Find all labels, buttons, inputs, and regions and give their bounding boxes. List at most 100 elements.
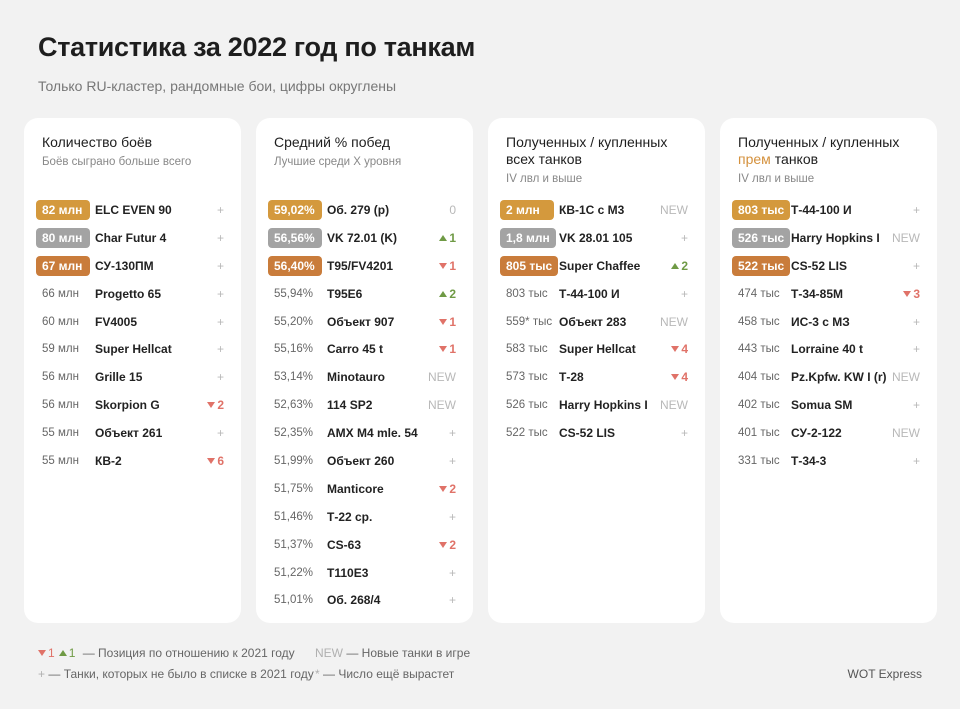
row: 51,46% Т-22 ср. + (256, 503, 473, 531)
row: 474 тыс Т-34-85М 3 (720, 280, 937, 308)
row: 66 млн Progetto 65 + (24, 280, 241, 308)
change: + (216, 230, 224, 245)
change: 1 (439, 312, 456, 332)
row: 59,02% Об. 279 (р) 0 (256, 196, 473, 224)
row: 402 тыс Somua SM + (720, 391, 937, 419)
card-header: Полученных / купленных прем танков IV лвл и… (720, 118, 937, 196)
change: + (912, 454, 920, 469)
tank-name: Т-28 (559, 370, 584, 385)
change: + (216, 314, 224, 329)
change: + (448, 509, 456, 524)
value-badge: 67 млн (36, 255, 90, 276)
tank-name: CS-52 LIS (559, 426, 616, 441)
row: 583 тыс Super Hellcat 4 (488, 335, 705, 363)
value-badge: 82 млн (36, 200, 90, 220)
arrow-down (207, 402, 216, 409)
tank-name: Т-34-85М (791, 286, 844, 301)
change: + (680, 426, 688, 441)
tank-name: Об. 279 (р) (327, 203, 390, 217)
tank-name: Minotauro (327, 370, 385, 385)
tank-name: AMX M4 mle. 54 (327, 426, 418, 441)
arrow-down (671, 346, 680, 353)
tank-name: КВ-1С с М3 (559, 203, 625, 217)
tank-name: CS-52 LIS (791, 258, 848, 273)
value: 53,14% (274, 371, 314, 384)
row: 51,01% Об. 268/4 + (256, 586, 473, 614)
legend-marker-number: 1 (48, 646, 55, 660)
value: 55,20% (274, 315, 314, 328)
change: NEW (892, 426, 920, 441)
value: 51,75% (274, 482, 314, 495)
change: + (912, 258, 920, 273)
change: + (912, 314, 920, 329)
value: 401 тыс (738, 427, 780, 440)
change: + (912, 342, 920, 357)
arrow-down (439, 541, 448, 548)
change-number: 1 (449, 258, 456, 273)
row: 56,56% VK 72.01 (K) 1 (256, 224, 473, 252)
row: 404 тыс Pz.Kpfw. KW I (r) NEW (720, 363, 937, 391)
card-title-part: танков (774, 151, 819, 167)
change: NEW (660, 314, 688, 329)
tank-name: CS-63 (327, 537, 362, 552)
card-title: Полученных / купленных (506, 134, 705, 151)
change-number: 4 (681, 342, 688, 357)
arrow-down (38, 650, 46, 656)
row: 331 тыс Т-34-3 + (720, 447, 937, 475)
legend-plus: + — Танки, которых не было в списке в 20… (38, 667, 314, 681)
change: 2 (439, 284, 456, 304)
tank-name: Pz.Kpfw. KW I (r) (791, 370, 887, 385)
tank-name: Lorraine 40 t (791, 342, 864, 357)
row: 53,14% Minotauro NEW (256, 363, 473, 391)
change: 2 (439, 479, 456, 499)
row: 82 млн ELC EVEN 90 + (24, 196, 241, 224)
row: 56 млн Skorpion G 2 (24, 391, 241, 419)
change-number: 1 (449, 314, 456, 329)
row: 55,16% Carro 45 t 1 (256, 335, 473, 363)
card: Полученных / купленных всех танков IV лвл … (488, 118, 705, 623)
value: 52,35% (274, 427, 314, 440)
row: 458 тыс ИС-3 с МЗ + (720, 308, 937, 336)
subtitle: Только RU-кластер, рандомные бои, цифры … (38, 78, 397, 94)
row: 51,99% Объект 260 + (256, 447, 473, 475)
card-header: Полученных / купленных всех танков IV лвл … (488, 118, 705, 196)
legend-text: — Новые танки в игре (346, 646, 471, 660)
arrow-down (439, 346, 448, 353)
row: 51,22% T110E3 + (256, 559, 473, 587)
tank-name: Manticore (327, 481, 384, 496)
row: 55,94% T95E6 2 (256, 280, 473, 308)
legend-marker: NEW (315, 646, 343, 660)
change-number: 2 (449, 481, 456, 496)
card-title: прем танков (738, 151, 937, 168)
row: 80 млн Char Futur 4 + (24, 224, 241, 252)
row: 51,37% CS-63 2 (256, 531, 473, 559)
tank-name: Skorpion G (95, 398, 160, 413)
legend-text: — Позиция по отношению к 2021 году (82, 646, 295, 660)
row: 56,40% T95/FV4201 1 (256, 252, 473, 280)
value: 56 млн (42, 399, 79, 412)
value-badge: 2 млн (500, 200, 554, 220)
change: 2 (671, 256, 688, 276)
arrow-up (58, 650, 67, 656)
arrow-up (439, 290, 448, 297)
value: 559* тыс (506, 315, 553, 328)
row: 803 тыс Т-44-100 И + (488, 280, 705, 308)
row: 573 тыс Т-28 4 (488, 363, 705, 391)
value: 331 тыс (738, 455, 780, 468)
arrow-down (207, 458, 216, 465)
change: + (448, 426, 456, 441)
tank-name: Super Hellcat (95, 342, 172, 357)
value-badge: 522 тыс (732, 255, 791, 276)
change: + (216, 370, 224, 385)
card-title-part: прем (738, 151, 771, 167)
arrow-down (671, 374, 680, 381)
tank-name: FV4005 (95, 314, 138, 329)
row: 55,20% Объект 907 1 (256, 308, 473, 336)
value: 526 тыс (506, 399, 548, 412)
value: 51,99% (274, 455, 314, 468)
tank-name: Т-22 ср. (327, 509, 373, 524)
tank-name: Carro 45 t (327, 342, 384, 357)
card-title: Полученных / купленных (738, 134, 937, 151)
arrow-down (903, 290, 912, 297)
value: 55,94% (274, 287, 314, 300)
